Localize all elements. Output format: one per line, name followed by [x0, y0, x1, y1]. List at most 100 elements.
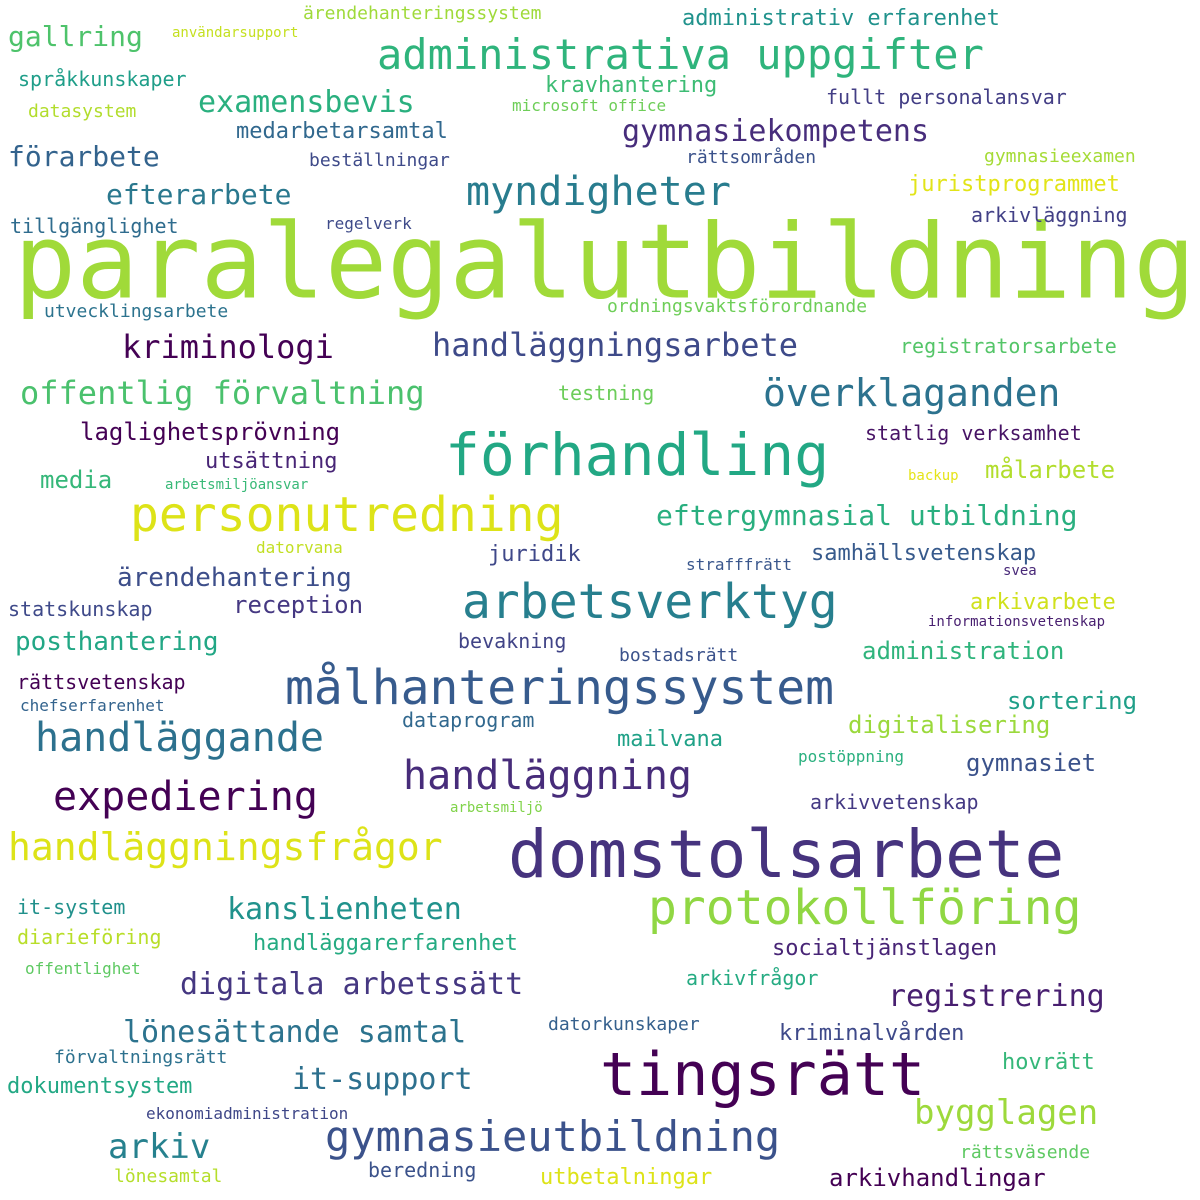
- cloud-word: bostadsrätt: [619, 645, 739, 666]
- cloud-word: digitalisering: [848, 711, 1051, 739]
- cloud-word: datasystem: [28, 101, 137, 122]
- cloud-word: datorvana: [256, 538, 343, 557]
- cloud-word: arbetsmiljöansvar: [165, 477, 309, 493]
- cloud-word: informationsvetenskap: [928, 614, 1106, 630]
- cloud-word: administrativ erfarenhet: [682, 6, 1000, 31]
- cloud-word: offentlighet: [25, 959, 141, 978]
- cloud-word: datorkunskaper: [548, 1014, 700, 1035]
- cloud-word: fullt personalansvar: [826, 85, 1067, 109]
- cloud-word: gymnasiekompetens: [622, 114, 930, 149]
- cloud-word: ordningsvaktsförordnande: [607, 296, 868, 317]
- cloud-word: förvaltningsrätt: [54, 1047, 228, 1068]
- cloud-word: användarsupport: [172, 25, 299, 41]
- cloud-word: handläggningsfrågor: [8, 825, 443, 869]
- cloud-word: kravhantering: [545, 73, 718, 98]
- cloud-word: juridik: [488, 542, 581, 567]
- cloud-word: tingsrätt: [600, 1040, 926, 1110]
- cloud-word: utbetalningar: [540, 1165, 713, 1190]
- cloud-word: rättsväsende: [960, 1142, 1091, 1163]
- cloud-word: beredning: [368, 1158, 477, 1182]
- cloud-word: bygglagen: [914, 1093, 1099, 1133]
- cloud-word: examensbevis: [198, 85, 415, 120]
- cloud-word: arkivvetenskap: [810, 790, 979, 814]
- cloud-word: medarbetarsamtal: [236, 119, 448, 144]
- cloud-word: kriminalvården: [779, 1021, 965, 1046]
- cloud-word: utsättning: [205, 449, 338, 474]
- cloud-word: arkivfrågor: [686, 966, 819, 990]
- cloud-word: målhanteringssystem: [285, 660, 835, 716]
- cloud-word: offentlig förvaltning: [20, 374, 425, 412]
- cloud-word: microsoft office: [512, 96, 667, 115]
- cloud-word: diarieföring: [17, 925, 162, 949]
- cloud-word: postöppning: [798, 747, 904, 766]
- cloud-word: eftergymnasial utbildning: [656, 499, 1078, 532]
- cloud-word: handläggningsarbete: [432, 326, 799, 364]
- cloud-word: kriminologi: [122, 328, 334, 366]
- cloud-word: backup: [908, 468, 959, 484]
- cloud-word: domstolsarbete: [508, 816, 1065, 893]
- cloud-word: rättsområden: [686, 147, 817, 168]
- cloud-word: arkiv: [108, 1127, 211, 1167]
- cloud-word: juristprogrammet: [908, 172, 1120, 197]
- cloud-word: gymnasiet: [966, 749, 1097, 777]
- cloud-word: laglighetsprövning: [80, 418, 341, 446]
- cloud-word: dokumentsystem: [7, 1074, 193, 1099]
- cloud-word: förarbete: [8, 140, 160, 173]
- cloud-word: myndigheter: [466, 169, 731, 215]
- cloud-word: efterarbete: [106, 178, 292, 211]
- cloud-word: arbetsverktyg: [462, 574, 838, 630]
- cloud-word: utvecklingsarbete: [44, 301, 229, 322]
- cloud-word: statlig verksamhet: [865, 421, 1082, 445]
- cloud-word: statskunskap: [8, 597, 153, 621]
- cloud-word: handläggande: [35, 715, 324, 761]
- cloud-word: lönesättande samtal: [123, 1015, 467, 1050]
- cloud-word: gymnasieexamen: [984, 146, 1136, 167]
- cloud-word: handläggarerfarenhet: [253, 931, 518, 956]
- cloud-word: regelverk: [325, 214, 412, 233]
- cloud-word: tillgänglighet: [10, 214, 179, 238]
- cloud-word: personutredning: [130, 487, 564, 543]
- cloud-word: digitala arbetssätt: [180, 967, 524, 1002]
- cloud-word: it-support: [292, 1062, 473, 1097]
- cloud-word: dataprogram: [402, 708, 535, 732]
- cloud-word: paralegalutbildning: [14, 202, 1196, 323]
- cloud-word: it-system: [17, 895, 126, 919]
- cloud-word: registratorsarbete: [900, 334, 1117, 358]
- cloud-word: administrativa uppgifter: [377, 30, 984, 79]
- cloud-word: bevakning: [458, 629, 567, 653]
- cloud-word: handläggning: [403, 753, 692, 799]
- cloud-word: administration: [862, 637, 1065, 665]
- cloud-word: gallring: [8, 20, 143, 53]
- cloud-word: ärendehanteringssystem: [303, 3, 542, 24]
- cloud-word: ekonomiadministration: [146, 1104, 349, 1123]
- cloud-word: svea: [1003, 563, 1037, 579]
- cloud-word: arkivläggning: [971, 203, 1128, 227]
- cloud-word: arbetsmiljö: [450, 800, 543, 816]
- cloud-word: samhällsvetenskap: [811, 541, 1037, 566]
- cloud-word: expediering: [53, 774, 318, 820]
- cloud-word: socialtjänstlagen: [772, 936, 998, 961]
- cloud-word: reception: [233, 591, 364, 619]
- cloud-word: arkivhandlingar: [829, 1164, 1046, 1192]
- cloud-word: rättsvetenskap: [17, 670, 186, 694]
- cloud-word: beställningar: [309, 150, 450, 171]
- cloud-word: sortering: [1007, 687, 1138, 715]
- cloud-word: mailvana: [617, 727, 723, 752]
- cloud-word: testning: [558, 381, 655, 405]
- cloud-word: överklaganden: [763, 371, 1061, 415]
- cloud-word: ärendehantering: [117, 563, 352, 593]
- cloud-word: protokollföring: [648, 880, 1082, 936]
- cloud-word: språkkunskaper: [18, 67, 187, 91]
- cloud-word: posthantering: [15, 627, 219, 657]
- cloud-word: förhandling: [445, 421, 830, 489]
- cloud-word: kanslienheten: [227, 892, 462, 927]
- cloud-word: målarbete: [985, 456, 1116, 484]
- cloud-word: media: [40, 466, 113, 494]
- cloud-word: gymnasieutbildning: [325, 1112, 781, 1161]
- cloud-word: arkivarbete: [970, 590, 1116, 615]
- cloud-word: lönesamtal: [114, 1166, 223, 1187]
- cloud-word: chefserfarenhet: [20, 696, 165, 715]
- cloud-word: registrering: [888, 979, 1105, 1014]
- cloud-word: hovrätt: [1002, 1050, 1095, 1075]
